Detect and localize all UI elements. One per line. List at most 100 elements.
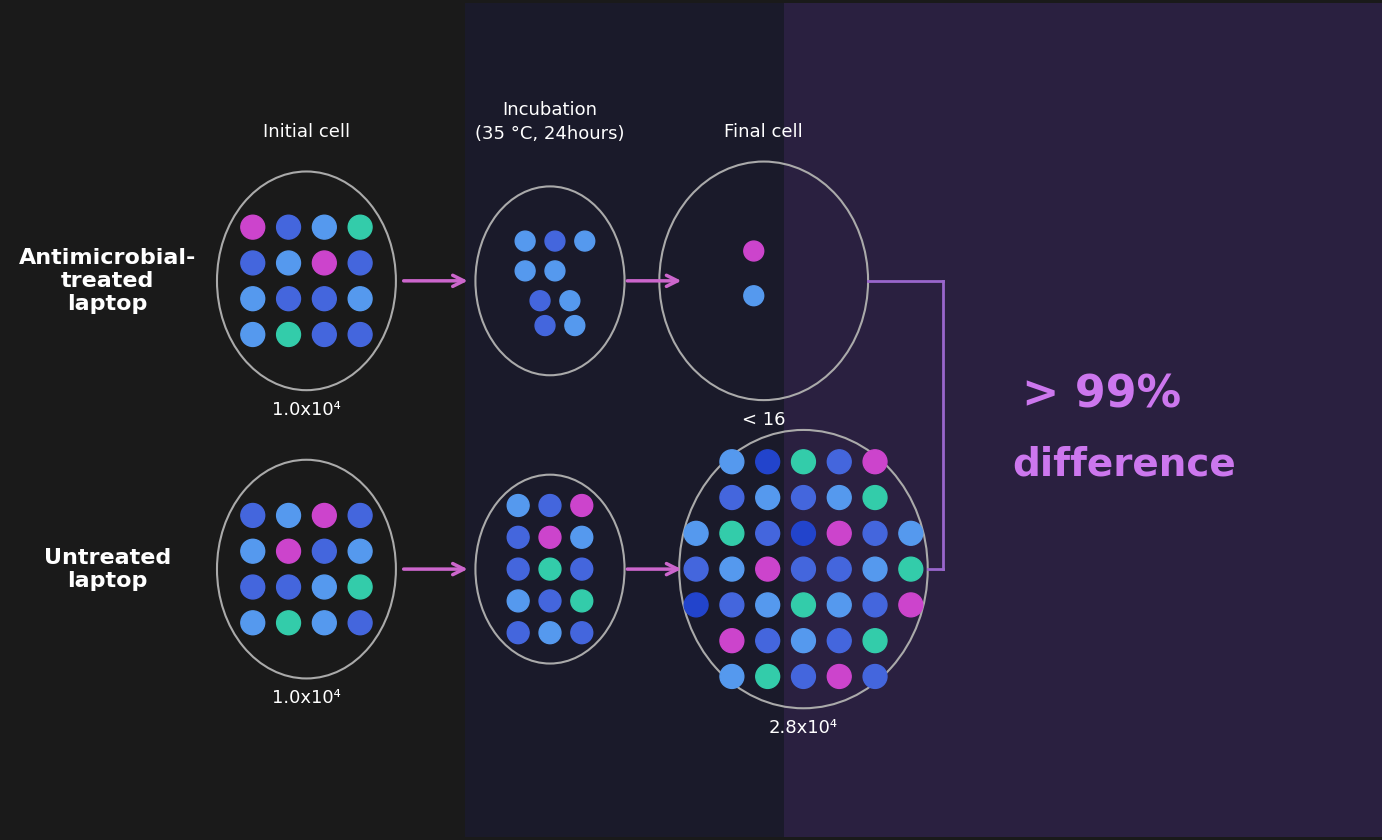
Circle shape bbox=[312, 323, 336, 346]
Circle shape bbox=[565, 316, 585, 335]
Circle shape bbox=[792, 593, 815, 617]
Circle shape bbox=[507, 590, 529, 612]
Circle shape bbox=[539, 558, 561, 580]
Circle shape bbox=[560, 291, 580, 311]
Circle shape bbox=[348, 251, 372, 275]
Circle shape bbox=[276, 539, 300, 563]
Circle shape bbox=[720, 593, 744, 617]
Circle shape bbox=[240, 251, 265, 275]
Circle shape bbox=[531, 291, 550, 311]
Circle shape bbox=[312, 286, 336, 311]
Text: Incubation
(35 °C, 24hours): Incubation (35 °C, 24hours) bbox=[475, 101, 625, 143]
Circle shape bbox=[828, 522, 851, 545]
Circle shape bbox=[828, 486, 851, 510]
Circle shape bbox=[720, 486, 744, 510]
FancyBboxPatch shape bbox=[784, 3, 1382, 837]
Circle shape bbox=[828, 593, 851, 617]
Circle shape bbox=[240, 286, 265, 311]
Circle shape bbox=[507, 527, 529, 549]
Circle shape bbox=[348, 575, 372, 599]
Circle shape bbox=[348, 286, 372, 311]
Circle shape bbox=[864, 557, 887, 581]
Circle shape bbox=[571, 527, 593, 549]
Circle shape bbox=[240, 503, 265, 528]
Circle shape bbox=[898, 593, 923, 617]
Circle shape bbox=[720, 450, 744, 474]
Circle shape bbox=[507, 622, 529, 643]
Circle shape bbox=[545, 261, 565, 281]
Circle shape bbox=[756, 486, 779, 510]
Circle shape bbox=[684, 522, 708, 545]
Circle shape bbox=[756, 593, 779, 617]
Circle shape bbox=[276, 503, 300, 528]
Text: Antimicrobial-
treated
laptop: Antimicrobial- treated laptop bbox=[19, 248, 196, 314]
Circle shape bbox=[515, 261, 535, 281]
Circle shape bbox=[545, 231, 565, 251]
Circle shape bbox=[276, 575, 300, 599]
Circle shape bbox=[684, 593, 708, 617]
Circle shape bbox=[312, 539, 336, 563]
Circle shape bbox=[348, 611, 372, 635]
Circle shape bbox=[571, 558, 593, 580]
Circle shape bbox=[240, 575, 265, 599]
Circle shape bbox=[864, 522, 887, 545]
Circle shape bbox=[539, 622, 561, 643]
Circle shape bbox=[828, 629, 851, 653]
Circle shape bbox=[744, 241, 764, 261]
Text: Initial cell: Initial cell bbox=[263, 123, 350, 141]
Circle shape bbox=[571, 495, 593, 517]
Circle shape bbox=[348, 323, 372, 346]
Circle shape bbox=[792, 522, 815, 545]
Circle shape bbox=[507, 495, 529, 517]
Circle shape bbox=[348, 503, 372, 528]
Circle shape bbox=[535, 316, 556, 335]
Circle shape bbox=[756, 522, 779, 545]
Circle shape bbox=[276, 215, 300, 239]
Circle shape bbox=[539, 590, 561, 612]
Text: difference: difference bbox=[1012, 446, 1236, 484]
Circle shape bbox=[240, 215, 265, 239]
Text: < 16: < 16 bbox=[742, 411, 785, 429]
Circle shape bbox=[571, 590, 593, 612]
Circle shape bbox=[276, 286, 300, 311]
Circle shape bbox=[756, 450, 779, 474]
Circle shape bbox=[720, 557, 744, 581]
Circle shape bbox=[348, 539, 372, 563]
Circle shape bbox=[828, 450, 851, 474]
Text: 2.8x10⁴: 2.8x10⁴ bbox=[768, 719, 837, 738]
Circle shape bbox=[720, 664, 744, 689]
Circle shape bbox=[539, 527, 561, 549]
Circle shape bbox=[792, 450, 815, 474]
FancyBboxPatch shape bbox=[466, 3, 784, 837]
Text: 1.0x10⁴: 1.0x10⁴ bbox=[272, 690, 341, 707]
Circle shape bbox=[575, 231, 594, 251]
Circle shape bbox=[312, 215, 336, 239]
Circle shape bbox=[720, 629, 744, 653]
Circle shape bbox=[828, 557, 851, 581]
Circle shape bbox=[792, 629, 815, 653]
Circle shape bbox=[348, 215, 372, 239]
Text: Final cell: Final cell bbox=[724, 123, 803, 141]
Circle shape bbox=[864, 629, 887, 653]
FancyBboxPatch shape bbox=[8, 3, 466, 837]
Circle shape bbox=[864, 450, 887, 474]
Circle shape bbox=[312, 251, 336, 275]
Circle shape bbox=[898, 557, 923, 581]
Circle shape bbox=[756, 664, 779, 689]
Text: > 99%: > 99% bbox=[1023, 374, 1182, 417]
Circle shape bbox=[539, 495, 561, 517]
Circle shape bbox=[515, 231, 535, 251]
Circle shape bbox=[864, 664, 887, 689]
Text: Untreated
laptop: Untreated laptop bbox=[44, 548, 171, 591]
Circle shape bbox=[792, 486, 815, 510]
Circle shape bbox=[276, 251, 300, 275]
Circle shape bbox=[756, 557, 779, 581]
Circle shape bbox=[276, 323, 300, 346]
Circle shape bbox=[828, 664, 851, 689]
Circle shape bbox=[312, 503, 336, 528]
Circle shape bbox=[864, 486, 887, 510]
Circle shape bbox=[312, 611, 336, 635]
Circle shape bbox=[898, 522, 923, 545]
Circle shape bbox=[276, 611, 300, 635]
Circle shape bbox=[864, 593, 887, 617]
